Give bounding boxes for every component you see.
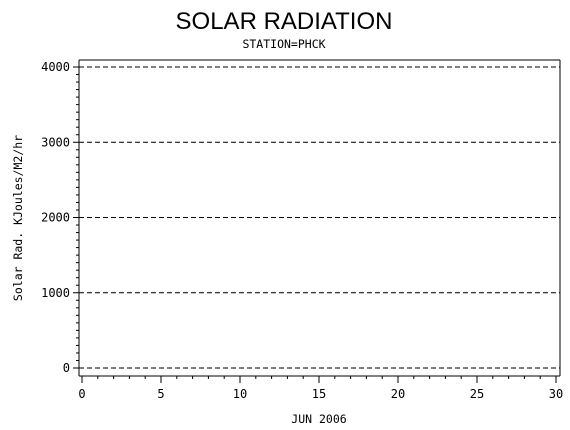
x-tick-label: 20 [391,387,405,401]
y-tick-label: 2000 [41,211,70,225]
x-tick-label: 5 [157,387,164,401]
x-tick-label: 10 [233,387,247,401]
y-tick-label: 0 [63,361,70,375]
x-tick-label: 30 [549,387,563,401]
y-tick-label: 4000 [41,60,70,74]
chart-title: SOLAR RADIATION [176,8,393,35]
y-tick-label: 1000 [41,286,70,300]
y-axis-label: Solar Rad. KJoules/M2/hr [11,135,25,301]
x-axis-label: JUN 2006 [291,412,346,426]
x-tick-label: 15 [312,387,326,401]
gridlines [79,66,560,369]
chart-subtitle: STATION=PHCK [242,37,325,51]
y-axis-ticks: 0 1000 2000 3000 4000 [41,60,79,375]
x-axis-ticks: 0 5 10 15 20 25 30 [78,376,563,401]
x-tick-label: 0 [78,387,85,401]
y-tick-label: 3000 [41,135,70,149]
x-tick-label: 25 [470,387,484,401]
